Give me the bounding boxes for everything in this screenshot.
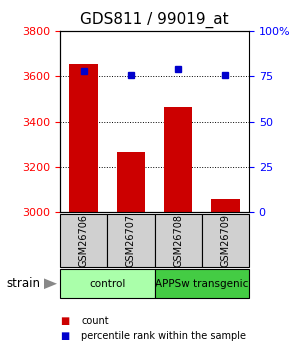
Text: GSM26706: GSM26706 <box>79 214 88 267</box>
Bar <box>154 269 249 298</box>
Title: GDS811 / 99019_at: GDS811 / 99019_at <box>80 12 229 28</box>
Bar <box>70 64 98 212</box>
Text: GSM26708: GSM26708 <box>173 214 183 267</box>
Bar <box>60 214 107 267</box>
Text: ■: ■ <box>60 316 69 326</box>
Bar <box>202 214 249 267</box>
Bar <box>164 107 192 212</box>
Text: count: count <box>81 316 109 326</box>
Bar <box>154 214 202 267</box>
Text: ■: ■ <box>60 332 69 341</box>
Text: GSM26709: GSM26709 <box>220 214 230 267</box>
Text: strain: strain <box>6 277 40 290</box>
Text: APPSw transgenic: APPSw transgenic <box>155 279 248 289</box>
Text: percentile rank within the sample: percentile rank within the sample <box>81 332 246 341</box>
Bar <box>117 152 145 212</box>
Text: GSM26707: GSM26707 <box>126 214 136 267</box>
Text: control: control <box>89 279 125 289</box>
Bar <box>107 214 154 267</box>
Bar <box>60 269 154 298</box>
Polygon shape <box>44 278 57 289</box>
Bar <box>211 199 240 212</box>
